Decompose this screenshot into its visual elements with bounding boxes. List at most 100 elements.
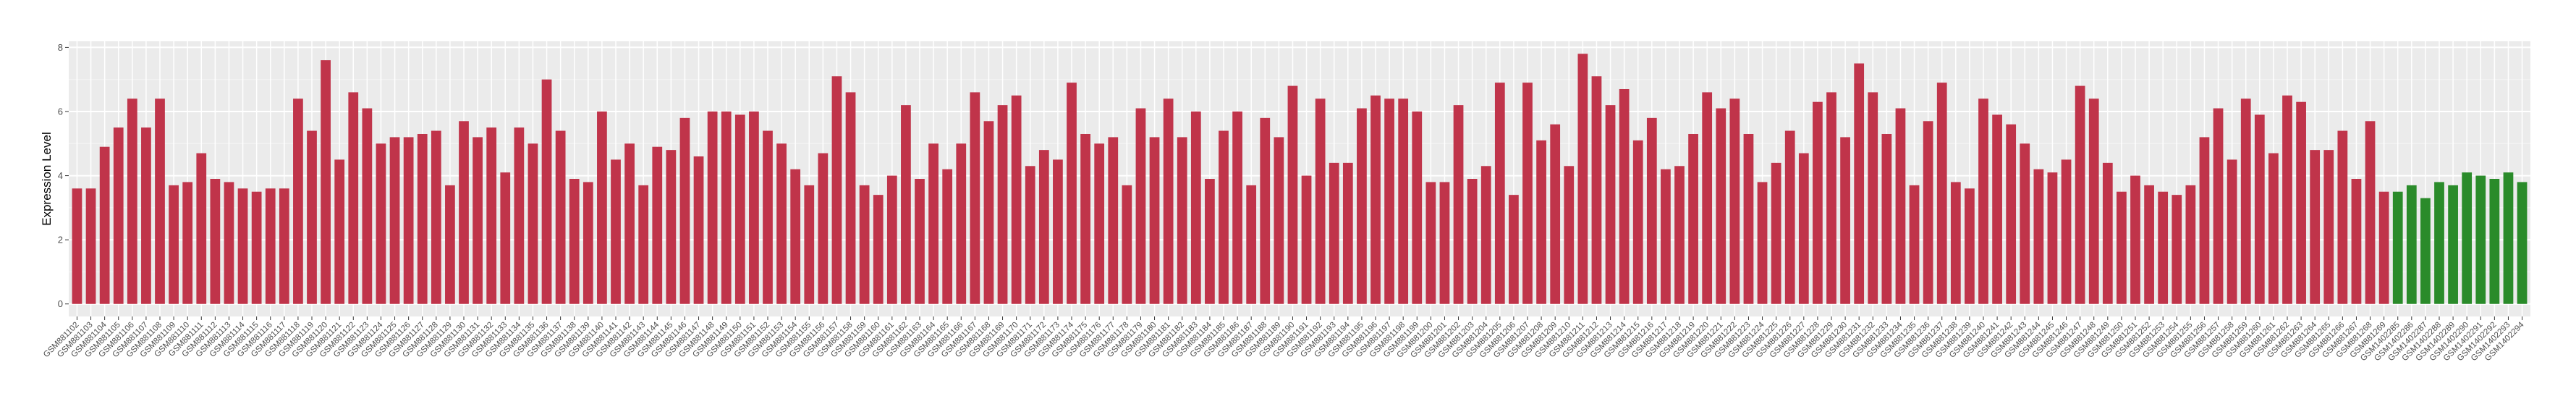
bar <box>1108 137 1119 304</box>
bar <box>1619 88 1630 304</box>
bar <box>582 182 593 304</box>
bar <box>1784 130 1795 304</box>
bar <box>1909 185 1920 304</box>
bar <box>321 60 331 304</box>
bar <box>749 111 759 304</box>
bar <box>431 130 441 304</box>
y-tick-label: 6 <box>58 106 63 117</box>
bar <box>1826 92 1836 304</box>
bar <box>1716 108 1726 304</box>
bar <box>2475 175 2486 304</box>
bar <box>403 137 414 304</box>
bar <box>734 114 745 304</box>
bar <box>1965 188 1975 304</box>
bar <box>2047 172 2058 304</box>
bar <box>997 105 1008 304</box>
bar <box>831 76 842 304</box>
bar <box>569 179 580 304</box>
bar <box>1591 76 1602 304</box>
bar <box>1564 166 1575 304</box>
bar <box>2282 95 2292 304</box>
bar <box>486 127 497 304</box>
bar <box>901 105 911 304</box>
bar <box>776 143 787 304</box>
bar <box>1467 179 1478 304</box>
bar <box>1798 153 1809 304</box>
bar <box>417 133 428 304</box>
bar <box>790 169 801 304</box>
y-axis-title: Expression Level <box>40 132 54 225</box>
bar <box>2075 85 2085 304</box>
bar <box>721 111 732 304</box>
bar <box>1702 92 1713 304</box>
bar <box>2517 182 2528 304</box>
bar <box>1080 133 1090 304</box>
bar <box>2006 124 2017 304</box>
bar <box>2310 150 2321 304</box>
bar <box>1177 137 1187 304</box>
bar <box>1674 166 1685 304</box>
bar <box>2337 130 2348 304</box>
bar <box>113 127 124 304</box>
y-tick-label: 4 <box>58 170 63 181</box>
bar <box>624 143 635 304</box>
bar <box>2254 114 2265 304</box>
bar <box>1950 182 1961 304</box>
bar <box>1398 98 1409 304</box>
bar <box>1550 124 1561 304</box>
bar <box>1632 140 1643 304</box>
bar <box>652 146 663 304</box>
bar <box>666 150 677 304</box>
bar <box>2503 172 2514 304</box>
bar <box>1315 98 1326 304</box>
bar <box>2420 198 2431 304</box>
bar <box>1577 54 1588 304</box>
bar <box>141 127 151 304</box>
bar <box>1757 182 1768 304</box>
bar <box>473 137 483 304</box>
bar <box>597 111 607 304</box>
bar <box>279 188 289 304</box>
bar <box>224 182 234 304</box>
bar <box>1854 63 1865 304</box>
bar <box>873 195 884 304</box>
bar <box>1205 179 1215 304</box>
bar <box>1522 83 1533 304</box>
bar <box>2213 108 2224 304</box>
bar <box>265 188 276 304</box>
bar <box>2061 159 2072 304</box>
bar <box>1163 98 1174 304</box>
bar <box>1743 133 1754 304</box>
bar <box>2448 185 2458 304</box>
bar <box>459 121 469 304</box>
bar <box>845 92 856 304</box>
bar <box>210 179 221 304</box>
bar <box>1038 150 1049 304</box>
bar <box>1370 95 1381 304</box>
bar <box>389 137 400 304</box>
bar <box>2088 98 2099 304</box>
bar <box>1053 159 1063 304</box>
bar <box>445 185 455 304</box>
bar <box>2351 179 2362 304</box>
bar <box>638 185 649 304</box>
bar <box>528 143 538 304</box>
bar <box>2434 182 2444 304</box>
bar <box>611 159 621 304</box>
bar <box>2323 150 2334 304</box>
bar <box>1190 111 1201 304</box>
bar <box>1661 169 1671 304</box>
bar <box>2296 101 2306 304</box>
bar <box>1453 105 1464 304</box>
bar <box>1122 185 1132 304</box>
bar <box>1646 117 1657 304</box>
bar <box>1688 133 1698 304</box>
bar <box>293 98 303 304</box>
bar <box>942 169 953 304</box>
bar <box>1232 111 1242 304</box>
bar <box>859 185 870 304</box>
y-tick-label: 2 <box>58 235 63 245</box>
bar <box>1881 133 1892 304</box>
bar <box>693 156 704 304</box>
